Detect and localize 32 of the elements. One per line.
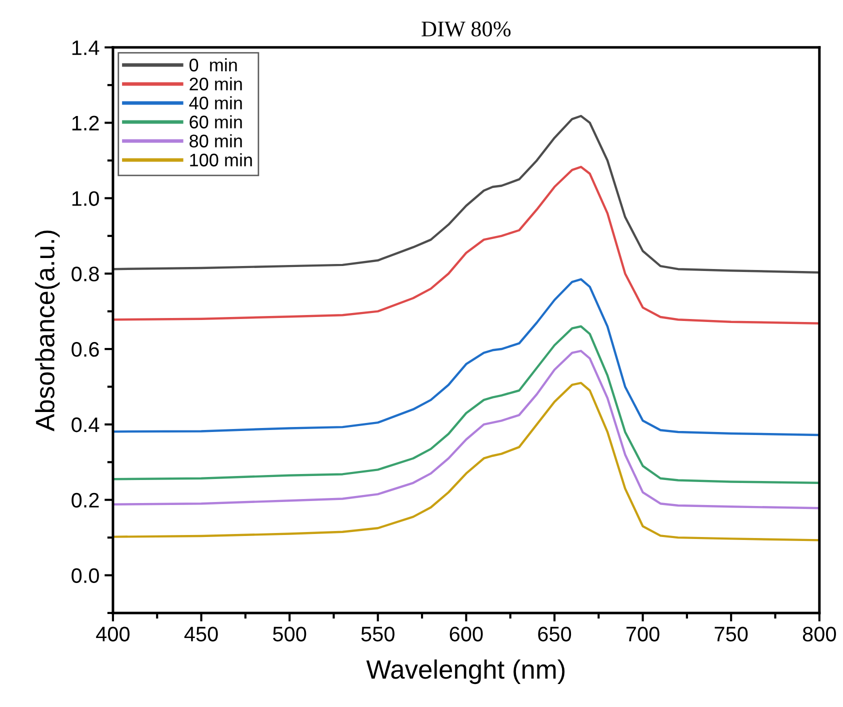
x-axis-title: Wavelenght (nm) [366, 659, 565, 684]
line-series [112, 278, 820, 436]
x-tick-label: 500 [273, 626, 306, 642]
y-axis-title: Absorbance(a.u.) [35, 230, 60, 432]
chart-title: DIW 80% [422, 21, 511, 37]
y-tick-label: 0.6 [72, 342, 99, 357]
y-tick-label: 1.0 [72, 191, 99, 206]
line-series [112, 325, 820, 484]
y-tick-label: 1.2 [72, 116, 99, 130]
y-tick-label: 0.8 [72, 266, 99, 282]
x-tick-label: 450 [184, 626, 218, 642]
line-series [112, 114, 820, 274]
legend-label: 60 min [190, 115, 242, 128]
x-tick-label: 700 [626, 626, 660, 642]
y-tick-label: 0.2 [72, 492, 99, 508]
x-tick-label: 650 [538, 626, 572, 642]
legend-label: 40 min [189, 96, 242, 110]
line-series [112, 166, 820, 324]
x-tick-label: 800 [802, 626, 836, 642]
legend-label: 80 min [190, 134, 242, 148]
x-tick-label: 600 [450, 626, 483, 642]
legend-label: 0 min [190, 58, 237, 72]
x-tick-label: 400 [96, 626, 130, 642]
line-series [112, 350, 820, 510]
y-tick-label: 0.4 [72, 417, 100, 432]
line-series [112, 382, 820, 542]
x-tick-label: 750 [714, 626, 748, 642]
x-tick-label: 550 [361, 626, 394, 642]
y-tick-label: 1.4 [72, 40, 100, 55]
legend-label: 20 min [190, 77, 242, 90]
legend-label: 100 min [190, 153, 252, 166]
y-tick-label: 0.0 [72, 568, 99, 584]
